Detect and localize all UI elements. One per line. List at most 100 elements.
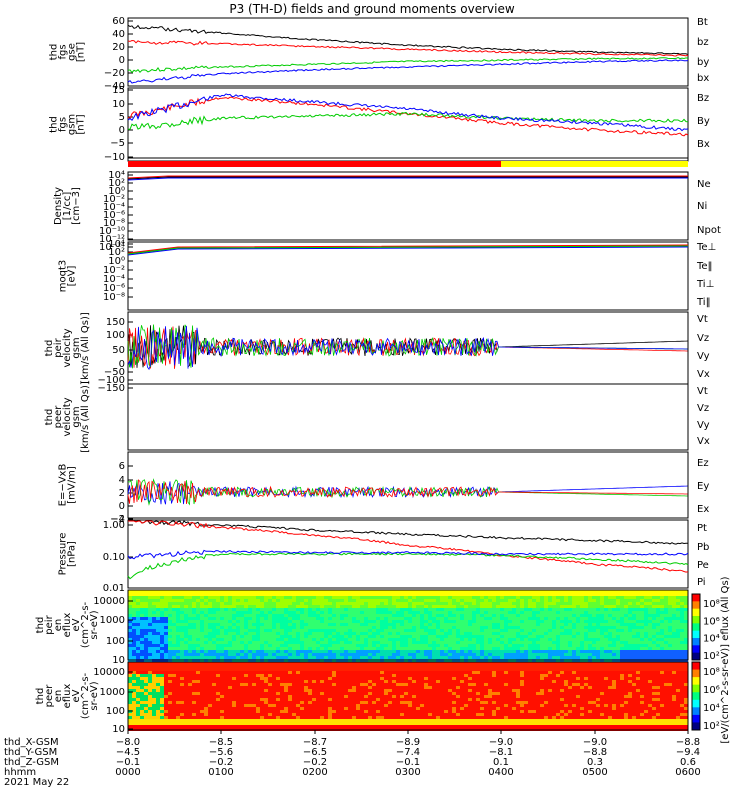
spectrogram-cell [176, 704, 180, 707]
spectrogram-cell [184, 641, 188, 644]
spectrogram-cell [496, 599, 500, 602]
spectrogram-cell [248, 668, 252, 671]
spectrogram-cell [656, 599, 660, 602]
spectrogram-cell [584, 635, 588, 638]
spectrogram-cell [484, 638, 488, 641]
spectrogram-cell [432, 602, 436, 605]
spectrogram-cell [596, 617, 600, 620]
spectrogram-cell [360, 653, 364, 656]
spectrogram-cell [420, 617, 424, 620]
spectrogram-cell [140, 623, 144, 626]
spectrogram-cell [404, 641, 408, 644]
spectrogram-cell [672, 656, 676, 659]
spectrogram-cell [360, 647, 364, 650]
spectrogram-cell [200, 713, 204, 716]
spectrogram-cell [244, 641, 248, 644]
spectrogram-cell [368, 692, 372, 695]
spectrogram-cell [208, 725, 212, 728]
spectrogram-cell [312, 689, 316, 692]
spectrogram-cell [288, 593, 292, 596]
spectrogram-cell [220, 620, 224, 623]
spectrogram-cell [584, 605, 588, 608]
spectrogram-cell [184, 620, 188, 623]
spectrogram-cell [152, 662, 156, 665]
spectrogram-cell [304, 671, 308, 674]
spectrogram-cell [616, 608, 620, 611]
spectrogram-cell [416, 620, 420, 623]
spectrogram-cell [608, 653, 612, 656]
spectrogram-cell [552, 653, 556, 656]
spectrogram-cell [300, 653, 304, 656]
spectrogram-cell [176, 677, 180, 680]
spectrogram-cell [316, 620, 320, 623]
spectrogram-cell [192, 632, 196, 635]
spectrogram-cell [472, 647, 476, 650]
spectrogram-cell [324, 623, 328, 626]
y-tick-label: −10 [104, 152, 125, 163]
spectrogram-cell [500, 641, 504, 644]
spectrogram-cell [252, 593, 256, 596]
spectrogram-cell [204, 677, 208, 680]
spectrogram-cell [440, 596, 444, 599]
panel-frame [127, 17, 689, 87]
spectrogram-cell [356, 635, 360, 638]
spectrogram-cell [140, 641, 144, 644]
spectrogram-cell [348, 644, 352, 647]
spectrogram-cell [148, 683, 152, 686]
spectrogram-cell [164, 689, 168, 692]
spectrogram-cell [204, 695, 208, 698]
spectrogram-cell [276, 635, 280, 638]
spectrogram-cell [536, 641, 540, 644]
spectrogram-cell [152, 713, 156, 716]
spectrogram-cell [364, 716, 368, 719]
spectrogram-cell [268, 689, 272, 692]
spectrogram-cell [172, 596, 176, 599]
spectrogram-cell [560, 641, 564, 644]
spectrogram-cell [260, 617, 264, 620]
spectrogram-cell [228, 638, 232, 641]
spectrogram-cell [184, 614, 188, 617]
spectrogram-cell [536, 620, 540, 623]
spectrogram-cell [260, 713, 264, 716]
spectrogram-cell [340, 644, 344, 647]
spectrogram-cell [372, 716, 376, 719]
spectrogram-cell [668, 599, 672, 602]
spectrogram-cell [376, 677, 380, 680]
spectrogram-cell [212, 653, 216, 656]
spectrogram-cell [680, 617, 684, 620]
spectrogram-cell [640, 608, 644, 611]
spectrogram-cell [308, 611, 312, 614]
spectrogram-cell [564, 629, 568, 632]
spectrogram-cell [684, 644, 688, 647]
spectrogram-cell [356, 632, 360, 635]
spectrogram-cell [492, 602, 496, 605]
spectrogram-cell [328, 623, 332, 626]
spectrogram-cell [368, 638, 372, 641]
spectrogram-cell [472, 593, 476, 596]
spectrogram-cell [664, 602, 668, 605]
spectrogram-cell [160, 638, 164, 641]
spectrogram-cell [236, 602, 240, 605]
spectrogram-cell [668, 617, 672, 620]
spectrogram-cell [360, 641, 364, 644]
spectrogram-cell [172, 644, 176, 647]
spectrogram-cell [440, 632, 444, 635]
spectrogram-cell [564, 593, 568, 596]
spectrogram-cell [520, 626, 524, 629]
spectrogram-cell [636, 650, 640, 653]
spectrogram-cell [156, 716, 160, 719]
spectrogram-cell [188, 596, 192, 599]
spectrogram-cell [168, 635, 172, 638]
spectrogram-cell [212, 707, 216, 710]
spectrogram-cell [288, 605, 292, 608]
spectrogram-cell [652, 593, 656, 596]
spectrogram-cell [176, 614, 180, 617]
spectrogram-cell [256, 695, 260, 698]
spectrogram-cell [364, 674, 368, 677]
spectrogram-cell [516, 611, 520, 614]
spectrogram-cell [596, 608, 600, 611]
spectrogram-cell [304, 695, 308, 698]
spectrogram-cell [260, 602, 264, 605]
spectrogram-cell [348, 671, 352, 674]
spectrogram-cell [292, 620, 296, 623]
